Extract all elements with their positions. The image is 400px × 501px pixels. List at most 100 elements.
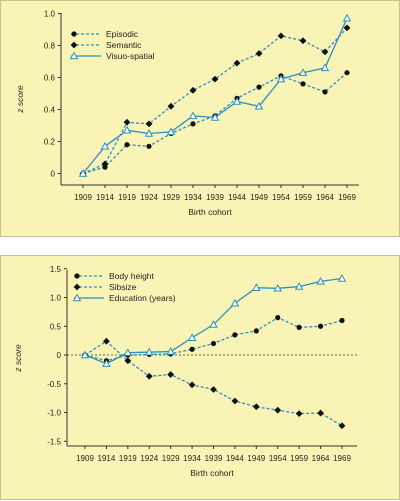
x-tick-label: 1954 xyxy=(269,454,287,463)
data-point xyxy=(231,397,239,405)
x-tick-label: 1924 xyxy=(140,193,158,202)
legend-label: Episodic xyxy=(106,29,139,39)
y-tick-label: -1.0 xyxy=(47,409,61,418)
data-point xyxy=(209,320,218,328)
legend-label: Education (years) xyxy=(109,293,176,303)
data-point xyxy=(102,359,111,367)
data-point xyxy=(190,121,196,127)
x-axis-title: Birth cohort xyxy=(188,207,232,217)
data-point xyxy=(145,347,154,356)
legend-marker xyxy=(69,51,79,60)
data-point xyxy=(316,276,325,285)
x-axis-title: Birth cohort xyxy=(190,468,234,478)
data-point xyxy=(101,160,109,168)
series-visuo-spatial xyxy=(78,13,352,177)
data-point xyxy=(146,143,152,149)
x-tick-label: 1939 xyxy=(206,193,224,202)
data-point xyxy=(343,24,351,32)
data-point xyxy=(100,141,110,150)
x-tick-label: 1929 xyxy=(162,454,180,463)
x-tick-label: 1924 xyxy=(140,454,158,463)
data-point xyxy=(78,169,88,177)
data-point xyxy=(338,422,346,430)
data-point xyxy=(322,89,328,95)
x-tick-label: 1944 xyxy=(226,454,244,463)
series-education-years xyxy=(80,274,347,367)
data-point xyxy=(255,50,263,57)
data-point xyxy=(321,48,329,56)
legend-marker xyxy=(72,293,82,302)
data-point xyxy=(337,274,347,282)
line-chart-covariates: -1.5 -1.0 -0.5 0 0.5 1.0 1.5 1909 1914 1919 1924 19… xyxy=(13,265,357,478)
data-point xyxy=(320,63,330,72)
y-tick-label: 1.0 xyxy=(44,10,56,19)
data-point xyxy=(317,323,324,329)
data-point xyxy=(298,68,308,76)
data-point xyxy=(299,37,307,45)
x-tick-label: 1964 xyxy=(316,193,334,202)
data-point xyxy=(145,372,153,380)
y-tick-label: -1.5 xyxy=(47,437,61,446)
x-tick-label: 1969 xyxy=(333,454,351,463)
data-point xyxy=(300,81,306,87)
y-tick-label: 0.8 xyxy=(44,42,56,51)
series-sibsize xyxy=(81,337,346,430)
data-point xyxy=(295,410,303,418)
data-point xyxy=(274,406,282,414)
x-tick-label: 1939 xyxy=(205,454,223,463)
data-point xyxy=(103,337,110,345)
data-point xyxy=(189,86,197,94)
legend-label: Body height xyxy=(109,271,155,281)
data-point xyxy=(277,32,285,40)
data-point xyxy=(122,125,132,134)
data-point xyxy=(232,332,238,338)
data-point xyxy=(123,348,133,356)
data-point xyxy=(344,70,350,76)
x-tick-label: 1929 xyxy=(162,193,180,202)
data-point xyxy=(166,127,176,136)
data-point xyxy=(294,282,304,290)
legend-label: Sibsize xyxy=(109,282,137,292)
data-point xyxy=(80,350,90,359)
data-point xyxy=(210,340,217,347)
x-tick-label: 1949 xyxy=(247,454,265,463)
y-tick-label: 0.6 xyxy=(44,74,56,83)
data-point xyxy=(124,142,130,148)
y-tick-label: 0.2 xyxy=(44,138,56,147)
data-point xyxy=(296,324,302,330)
legend-marker xyxy=(74,273,80,279)
series-line xyxy=(82,72,348,175)
data-point xyxy=(273,283,282,292)
data-point xyxy=(210,113,220,121)
y-tick-label: -0.5 xyxy=(47,380,61,389)
data-point xyxy=(123,118,131,126)
data-point xyxy=(254,101,264,110)
data-point xyxy=(211,75,219,83)
data-point xyxy=(145,120,153,128)
data-point xyxy=(188,381,196,389)
data-point xyxy=(188,111,198,120)
x-tick-label: 1909 xyxy=(76,454,94,463)
legend-label: Semantic xyxy=(106,40,142,50)
x-tick-label: 1959 xyxy=(290,454,308,463)
chart-panel-cognition: 0 0.2 0.4 0.6 0.8 1.0 1909 1914 1919 1924 1929 1934… xyxy=(0,0,400,237)
data-point xyxy=(230,298,240,307)
line-chart-cognition: 0 0.2 0.4 0.6 0.8 1.0 1909 1914 1919 1924 1929 1934… xyxy=(15,10,359,217)
y-axis-title: z score xyxy=(15,85,25,114)
x-tick-label: 1919 xyxy=(118,193,136,202)
legend-label: Visuo-spatial xyxy=(106,51,155,61)
legend-marker xyxy=(70,41,78,49)
data-point xyxy=(339,317,345,324)
x-tick-label: 1964 xyxy=(312,454,330,463)
data-point xyxy=(317,409,324,417)
data-point xyxy=(276,74,286,83)
y-tick-label: 1.0 xyxy=(50,294,62,303)
data-point xyxy=(144,129,154,137)
x-tick-label: 1909 xyxy=(74,193,92,202)
data-point xyxy=(166,347,175,355)
y-axis-title: z score xyxy=(13,344,23,373)
x-tick-label: 1934 xyxy=(184,193,202,202)
data-point xyxy=(253,328,259,334)
y-tick-label: 1.5 xyxy=(50,265,62,274)
data-point xyxy=(187,333,197,341)
